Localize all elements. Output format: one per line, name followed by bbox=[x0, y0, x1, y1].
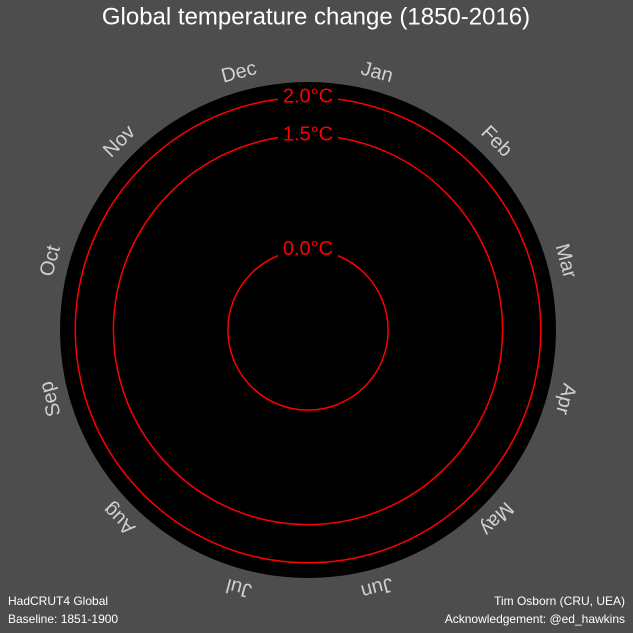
ring-label: 0.0°C bbox=[283, 238, 333, 260]
footer-right: Tim Osborn (CRU, UEA) bbox=[494, 594, 625, 608]
footer-left: HadCRUT4 Global bbox=[8, 594, 108, 608]
footer-right: Acknowledgement: @ed_hawkins bbox=[445, 612, 625, 626]
chart-title: Global temperature change (1850-2016) bbox=[102, 3, 530, 30]
ring-label-bg bbox=[278, 238, 338, 261]
plot-disc bbox=[60, 82, 556, 578]
ring-label: 1.5°C bbox=[283, 124, 333, 146]
ring-label-bg bbox=[278, 124, 338, 147]
ring-label-bg bbox=[278, 86, 338, 109]
footer-left: Baseline: 1851-1900 bbox=[8, 612, 118, 626]
ring-label: 2.0°C bbox=[283, 86, 333, 108]
